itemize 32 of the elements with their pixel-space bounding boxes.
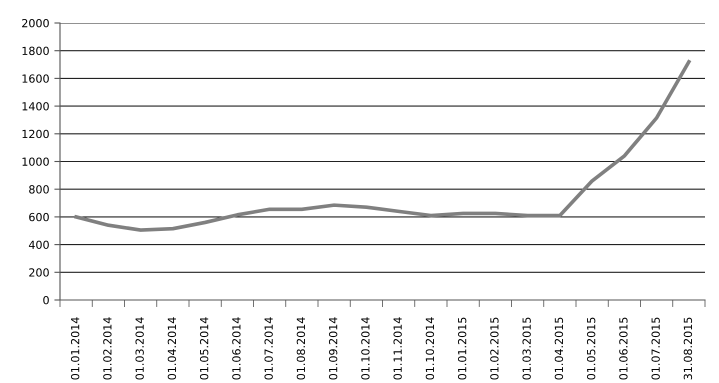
x-tick-label: 01.07.2014 — [264, 317, 273, 380]
x-tick-label: 01.06.2014 — [232, 317, 241, 380]
x-tick-label: 01.01.2014 — [70, 317, 80, 380]
y-tick-label: 200 — [29, 268, 49, 277]
y-tick-label: 2000 — [22, 18, 49, 28]
x-tick-label: 01.05.2015 — [586, 318, 596, 380]
x-tick-label: 01.09.2014 — [328, 317, 338, 380]
y-tick-label: 0 — [43, 296, 49, 304]
x-tick-label: 01.03.2015 — [522, 318, 531, 380]
x-tick-label: 01.03.2014 — [135, 317, 144, 380]
x-tick-label: 01.06.2015 — [619, 318, 628, 380]
x-tick-label: 01.10.2014 — [426, 317, 434, 380]
y-tick-label: 1800 — [22, 46, 49, 56]
x-tick-label: 01.05.2014 — [200, 317, 208, 380]
y-tick-label: 1200 — [22, 130, 49, 138]
x-tick-label: 01.11.2014 — [393, 317, 402, 380]
y-tick-label: 1000 — [22, 157, 49, 166]
x-tick-label: 01.02.2014 — [103, 317, 112, 380]
x-tick-label: 01.01.2015 — [458, 318, 466, 380]
x-tick-label: 01.07.2015 — [651, 318, 660, 380]
x-tick-label: 01.04.2015 — [554, 318, 564, 380]
x-tick-label: 31.08.2015 — [684, 318, 692, 380]
x-tick-label: 01.08.2014 — [296, 317, 306, 380]
y-tick-label: 800 — [29, 185, 49, 194]
y-tick-label: 400 — [28, 240, 49, 249]
x-tick-label: 01.04.2014 — [168, 317, 176, 380]
x-tick-label: 01.10.2014 — [361, 317, 370, 380]
y-tick-label: 1600 — [22, 74, 49, 83]
y-tick-label: 1400 — [22, 102, 49, 110]
y-tick-label: 600 — [29, 212, 49, 222]
x-tick-label: 01.02.2015 — [490, 318, 499, 380]
line-series — [74, 60, 691, 232]
